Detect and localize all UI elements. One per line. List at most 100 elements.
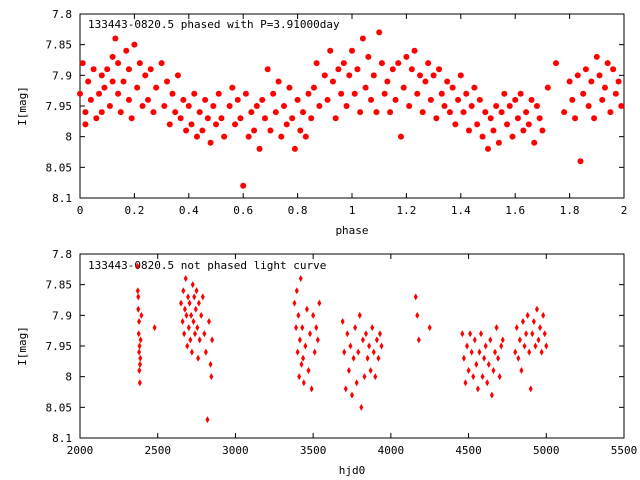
data-point (430, 72, 437, 79)
x-axis-label: phase (335, 224, 368, 237)
data-point (367, 342, 372, 350)
data-point (270, 90, 277, 97)
data-point (509, 133, 516, 140)
data-point (427, 96, 434, 103)
data-point (392, 96, 399, 103)
data-point (213, 121, 219, 128)
data-point (348, 342, 353, 350)
data-point (377, 330, 382, 338)
data-point (349, 47, 355, 54)
data-point (539, 348, 544, 356)
data-point (310, 84, 317, 91)
data-point (416, 336, 421, 344)
data-point (188, 336, 193, 344)
data-point (359, 35, 366, 42)
data-point (477, 348, 482, 356)
data-point (406, 103, 413, 109)
data-point (183, 275, 188, 283)
data-point (188, 121, 195, 128)
data-point (275, 78, 282, 85)
data-point (612, 90, 619, 97)
data-point (357, 109, 364, 116)
data-point (340, 317, 345, 325)
data-point (209, 373, 214, 381)
data-point (306, 367, 311, 375)
data-point (189, 311, 194, 319)
data-point (591, 115, 598, 122)
data-point (618, 103, 625, 109)
x-axis-label: hjd0 (339, 464, 366, 477)
data-point (504, 121, 511, 128)
data-point (297, 127, 304, 134)
x-tick-label: 2500 (144, 444, 171, 457)
data-point (463, 379, 468, 387)
data-point (196, 299, 201, 307)
data-point (465, 127, 472, 134)
data-point (482, 109, 489, 116)
data-point (531, 139, 538, 146)
data-point (123, 47, 130, 54)
data-point (128, 115, 135, 122)
data-point (300, 109, 307, 116)
data-point (82, 121, 89, 128)
data-point (137, 317, 142, 325)
data-point (112, 35, 119, 42)
data-point (461, 354, 466, 362)
data-point (267, 127, 274, 134)
y-tick-label: 7.95 (46, 100, 73, 113)
data-point (289, 115, 296, 122)
data-point (208, 360, 213, 368)
data-point (566, 78, 573, 85)
data-point (360, 336, 365, 344)
data-point (205, 416, 210, 424)
data-point (199, 127, 206, 134)
unphased-light-curve-panel: 133443-0820.5 not phased light curve hjd… (16, 248, 637, 477)
data-point (378, 60, 385, 67)
data-point (193, 133, 200, 140)
data-point (354, 379, 359, 387)
data-point (370, 72, 377, 79)
data-point (607, 109, 614, 116)
data-point (449, 84, 456, 91)
data-point (125, 66, 132, 73)
data-point (468, 330, 473, 338)
data-point (350, 391, 354, 399)
data-point (299, 360, 304, 368)
data-point (499, 342, 504, 350)
data-point (90, 66, 97, 73)
data-point (335, 66, 342, 73)
data-point (297, 336, 302, 344)
y-tick-label: 7.9 (52, 309, 72, 322)
data-point (98, 109, 105, 116)
data-point (283, 121, 290, 128)
data-point (474, 360, 479, 368)
x-tick-label: 5000 (533, 444, 560, 457)
data-point (419, 109, 426, 116)
data-point (417, 72, 423, 79)
data-point (85, 78, 92, 85)
data-point (485, 145, 491, 152)
data-point (302, 133, 309, 140)
y-tick-label: 7.9 (52, 69, 72, 82)
data-point (186, 324, 191, 332)
data-point (585, 103, 592, 109)
data-point (471, 84, 478, 91)
data-point (536, 336, 541, 344)
data-point (516, 354, 521, 362)
data-point (493, 103, 500, 109)
data-point (136, 293, 141, 301)
data-point (294, 96, 301, 103)
data-point (115, 60, 122, 67)
x-tick-label: 4500 (455, 444, 482, 457)
data-point (101, 84, 108, 91)
data-point (193, 305, 198, 313)
data-point (572, 115, 579, 122)
data-point (197, 336, 202, 344)
y-tick-label: 8 (65, 131, 72, 144)
y-tick-label: 7.8 (52, 8, 72, 21)
data-point (411, 47, 418, 54)
data-point (317, 299, 322, 307)
data-point (520, 317, 525, 325)
data-point (433, 115, 440, 122)
data-point (479, 330, 484, 338)
